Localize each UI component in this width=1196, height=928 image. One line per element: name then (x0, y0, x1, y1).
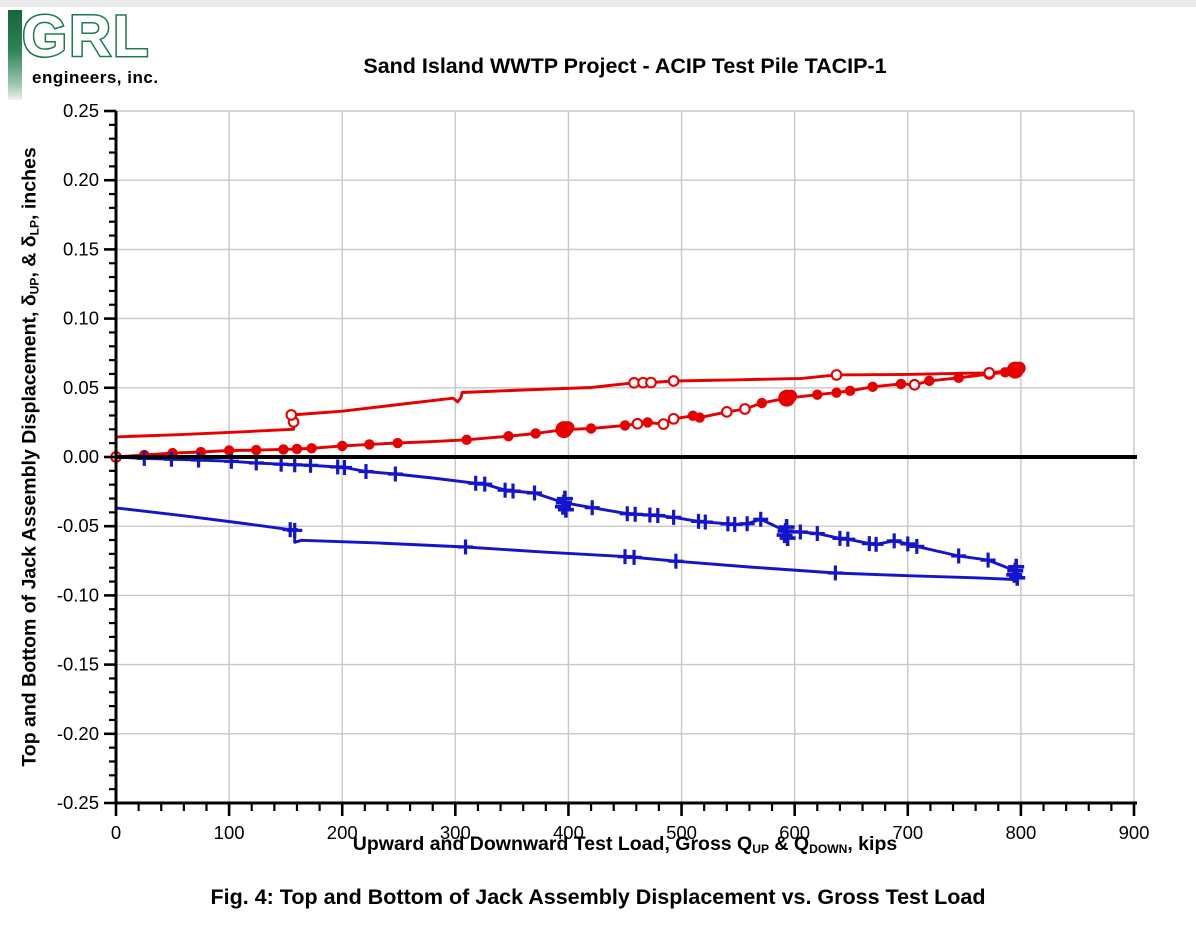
y-tick-label: 0.15 (63, 238, 99, 259)
x-tick-label: 900 (1119, 822, 1150, 843)
y-tick-label: 0.20 (63, 169, 99, 190)
x-tick-label: 200 (327, 822, 358, 843)
series-delta_lp_unloading (114, 506, 1017, 581)
y-tick-label: 0.10 (63, 308, 99, 329)
chart-title: Sand Island WWTP Project - ACIP Test Pil… (363, 54, 887, 78)
series-delta_lp_loading (114, 450, 1026, 586)
x-tick-label: 500 (666, 822, 697, 843)
figure-caption: Fig. 4: Top and Bottom of Jack Assembly … (210, 885, 986, 909)
x-tick-labels: 0 100 200 300 400 500 600 700 800 900 (111, 822, 1150, 843)
y-tick-label: -0.10 (57, 584, 99, 605)
logo-gradient-bar (8, 10, 22, 100)
logo-subtext: engineers, inc. (32, 68, 159, 87)
gridlines (116, 110, 1135, 804)
axis-ticks (104, 109, 1136, 816)
series-delta_up_unloading (114, 367, 1017, 439)
x-axis-title: Upward and Downward Test Load, Gross QUP… (352, 833, 898, 857)
y-tick-label: 0.00 (63, 446, 99, 467)
y-tick-label: -0.20 (57, 723, 99, 744)
page-top-edge (0, 0, 1196, 7)
y-tick-label: -0.15 (57, 654, 99, 675)
y-tick-label: 0.25 (63, 100, 99, 121)
y-tick-label: -0.05 (57, 515, 99, 536)
x-tick-label: 800 (1005, 822, 1036, 843)
x-tick-label: 100 (214, 822, 245, 843)
logo-grl-lettermark: GRL (21, 4, 150, 70)
x-tick-label: 300 (440, 822, 471, 843)
x-tick-label: 0 (111, 822, 121, 843)
x-tick-label: 400 (553, 822, 584, 843)
logo-text: GRL (22, 4, 150, 69)
x-tick-label: 700 (892, 822, 923, 843)
y-tick-label: -0.25 (57, 792, 99, 813)
y-tick-labels: 0.25 0.20 0.15 0.10 0.05 0.00 -0.05 -0.10 -0.15 -… (57, 100, 99, 813)
x-tick-label: 600 (779, 822, 810, 843)
company-logo: GRL engineers, inc. (8, 4, 198, 102)
y-tick-label: 0.05 (63, 377, 99, 398)
axes (114, 111, 1137, 805)
